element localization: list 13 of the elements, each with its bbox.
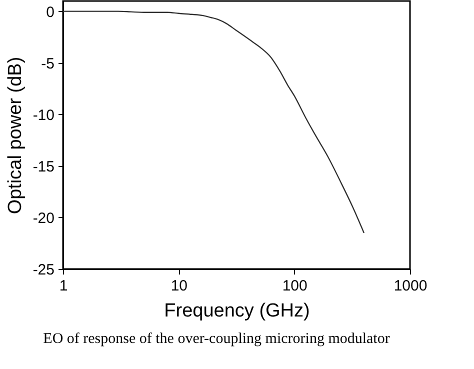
y-axis-title: Optical power (dB)	[4, 56, 26, 214]
x-tick-label: 1	[59, 278, 68, 294]
x-tick-label: 10	[170, 278, 188, 294]
y-tick-label: -20	[32, 210, 54, 227]
x-tick-label: 100	[282, 278, 308, 294]
y-tick-label: -25	[32, 262, 54, 278]
y-tick-label: 0	[46, 4, 54, 21]
y-tick-label: -15	[32, 158, 54, 176]
x-tick-label: 1000	[394, 278, 428, 294]
x-axis-title: Frequency (GHz)	[164, 300, 310, 322]
y-tick-label: -5	[41, 55, 54, 72]
y-tick-label: -10	[32, 106, 54, 124]
text: EO of response of the over-coupling microring modulator	[43, 331, 390, 347]
